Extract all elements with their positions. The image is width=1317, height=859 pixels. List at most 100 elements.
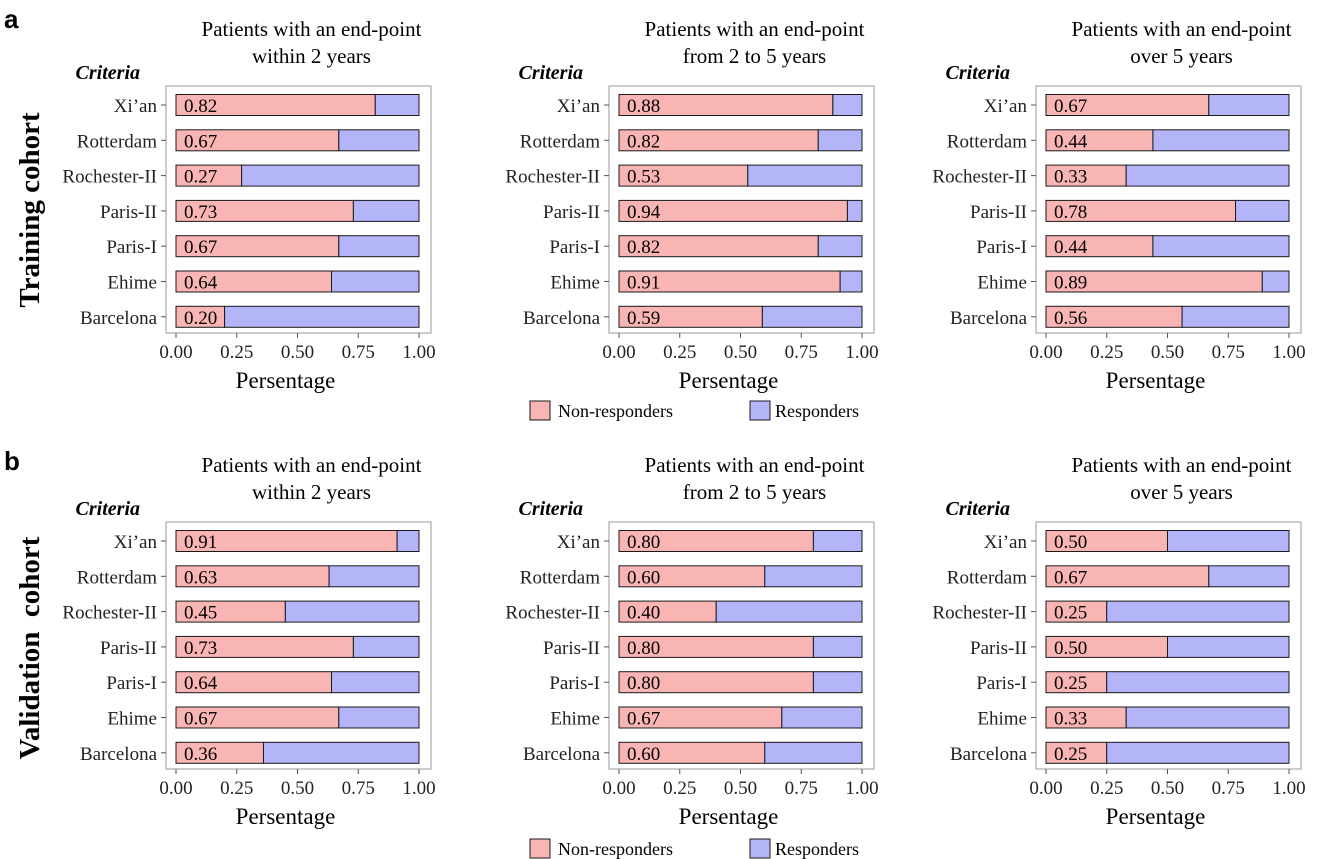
y-tick-label: Ehime xyxy=(550,709,600,730)
y-tick-label: Ehime xyxy=(977,273,1027,294)
x-tick-label: 0.50 xyxy=(281,778,314,799)
bar-responders xyxy=(832,94,863,116)
bar-value-label: 0.40 xyxy=(627,603,660,624)
bar-value-label: 0.94 xyxy=(627,202,661,223)
legend-swatch-non-responders xyxy=(529,400,551,421)
y-tick-label: Paris-II xyxy=(543,202,600,223)
plot-frame xyxy=(165,85,432,334)
x-tick-label: 0.25 xyxy=(663,778,696,799)
bar-responders xyxy=(1125,164,1290,187)
y-tick-label: Rochester-II xyxy=(62,603,157,624)
legend-swatch-responders xyxy=(749,400,771,421)
bar-value-label: 0.67 xyxy=(184,709,217,730)
y-tick-label: Xi’an xyxy=(557,96,601,117)
y-tick-label: Barcelona xyxy=(950,744,1028,765)
bar-value-label: 0.78 xyxy=(1054,202,1087,223)
x-tick-label: 0.50 xyxy=(1151,778,1184,799)
bar-value-label: 0.91 xyxy=(627,273,660,294)
x-tick-label: 1.00 xyxy=(402,342,435,363)
y-tick-label: Xi’an xyxy=(557,532,601,553)
y-tick-label: Paris-I xyxy=(549,237,600,258)
bar-responders xyxy=(812,635,863,658)
bar-value-label: 0.91 xyxy=(184,532,217,553)
bar-responders xyxy=(241,164,420,187)
x-tick-label: 0.75 xyxy=(1212,342,1245,363)
bar-value-label: 0.36 xyxy=(184,744,217,765)
bar-responders xyxy=(1208,94,1290,116)
x-tick-label: 1.00 xyxy=(845,778,878,799)
x-tick-label: 0.50 xyxy=(724,778,757,799)
x-tick-label: 0.75 xyxy=(785,778,818,799)
bar-responders xyxy=(846,199,863,222)
bar-responders xyxy=(224,305,420,328)
bar-responders xyxy=(338,235,420,258)
bar-responders xyxy=(812,530,863,552)
y-tick-label: Rotterdam xyxy=(520,131,600,152)
chart-title-line: within 2 years xyxy=(252,44,371,68)
x-tick-label: 0.00 xyxy=(602,342,635,363)
plot-frame xyxy=(1035,521,1302,770)
y-tick-label: Rotterdam xyxy=(947,567,1027,588)
bar-responders xyxy=(328,565,420,588)
x-tick-label: 0.25 xyxy=(1090,778,1123,799)
bar-responders xyxy=(331,270,420,293)
y-tick-label: Ehime xyxy=(107,273,157,294)
chart-a-3: Patients with an end-point over 5 years Cr… xyxy=(932,17,1305,393)
bar-responders xyxy=(781,706,863,729)
y-tick-label: Barcelona xyxy=(523,744,601,765)
chart-panels: Patients with an end-point within 2 years… xyxy=(62,17,1305,829)
bar-value-label: 0.33 xyxy=(1054,709,1087,730)
legend-bottom: Non-responders Responders xyxy=(529,838,859,859)
y-tick-label: Paris-II xyxy=(970,202,1027,223)
x-tick-label: 0.00 xyxy=(1029,342,1062,363)
y-axis-title: Criteria xyxy=(76,498,140,520)
panel-letter-b: b xyxy=(4,446,20,476)
chart-title-line: Patients with an end-point xyxy=(1072,453,1292,477)
y-tick-label: Paris-II xyxy=(100,638,157,659)
y-tick-label: Barcelona xyxy=(80,744,158,765)
y-tick-label: Rochester-II xyxy=(505,167,600,188)
bar-responders xyxy=(1235,199,1290,222)
y-axis-title: Criteria xyxy=(519,62,583,84)
y-tick-label: Barcelona xyxy=(523,308,601,329)
bar-value-label: 0.67 xyxy=(627,709,660,730)
bar-responders xyxy=(1167,530,1290,552)
chart-title-line: Patients with an end-point xyxy=(202,453,422,477)
y-axis-title: Criteria xyxy=(946,498,1010,520)
x-tick-label: 1.00 xyxy=(845,342,878,363)
bar-value-label: 0.60 xyxy=(627,744,660,765)
legend-swatch-responders xyxy=(749,838,771,859)
plot-frame xyxy=(608,521,875,770)
y-tick-label: Rochester-II xyxy=(62,167,157,188)
bar-value-label: 0.59 xyxy=(627,308,660,329)
y-tick-label: Ehime xyxy=(550,273,600,294)
bar-responders xyxy=(352,199,420,222)
chart-title-line: Patients with an end-point xyxy=(202,17,422,41)
bar-value-label: 0.44 xyxy=(1054,237,1088,258)
bar-value-label: 0.80 xyxy=(627,638,660,659)
bar-responders xyxy=(284,600,420,623)
bar-value-label: 0.89 xyxy=(1054,273,1087,294)
bar-value-label: 0.63 xyxy=(184,567,217,588)
x-tick-label: 0.00 xyxy=(602,778,635,799)
y-axis-title: Criteria xyxy=(76,62,140,84)
chart-title-line: over 5 years xyxy=(1130,44,1233,68)
x-tick-label: 1.00 xyxy=(402,778,435,799)
y-tick-label: Rotterdam xyxy=(77,131,157,152)
bar-value-label: 0.33 xyxy=(1054,167,1087,188)
plot-frame xyxy=(165,521,432,770)
x-tick-label: 1.00 xyxy=(1272,342,1305,363)
bar-value-label: 0.20 xyxy=(184,308,217,329)
x-tick-label: 0.00 xyxy=(159,342,192,363)
y-axis-title: Criteria xyxy=(519,498,583,520)
x-tick-label: 0.50 xyxy=(724,342,757,363)
bar-value-label: 0.82 xyxy=(627,131,660,152)
x-tick-label: 0.75 xyxy=(785,342,818,363)
x-axis-title: Persentage xyxy=(679,804,779,829)
bar-value-label: 0.67 xyxy=(184,131,217,152)
bar-responders xyxy=(747,164,863,187)
bar-value-label: 0.67 xyxy=(1054,96,1087,117)
bar-responders xyxy=(1125,706,1290,729)
legend-top: Non-responders Responders xyxy=(529,400,859,421)
y-axis-title: Criteria xyxy=(946,62,1010,84)
